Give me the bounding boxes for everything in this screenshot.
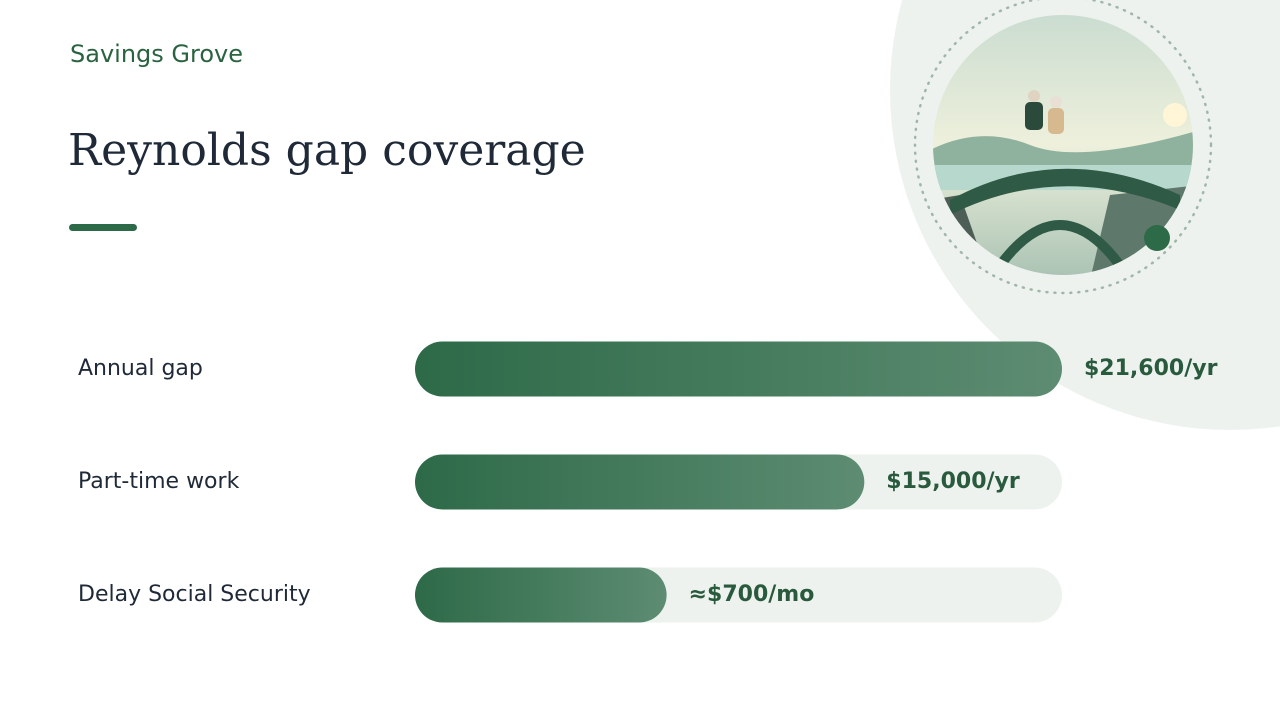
bar: [415, 454, 865, 510]
value-label: ≈$700/mo: [689, 582, 815, 607]
accent-dot: [1144, 225, 1170, 251]
bar: [415, 567, 667, 623]
title-underline: [69, 224, 137, 231]
dotted-ring: [913, 0, 1213, 295]
value-label: $15,000/yr: [886, 469, 1020, 494]
brand: Savings Grove: [70, 40, 243, 68]
category-label: Part-time work: [78, 469, 240, 494]
chart-title: Reynolds gap coverage: [68, 125, 586, 176]
category-label: Annual gap: [78, 356, 203, 381]
value-label: $21,600/yr: [1084, 356, 1218, 381]
bar: [415, 341, 1062, 397]
category-label: Delay Social Security: [78, 582, 311, 607]
